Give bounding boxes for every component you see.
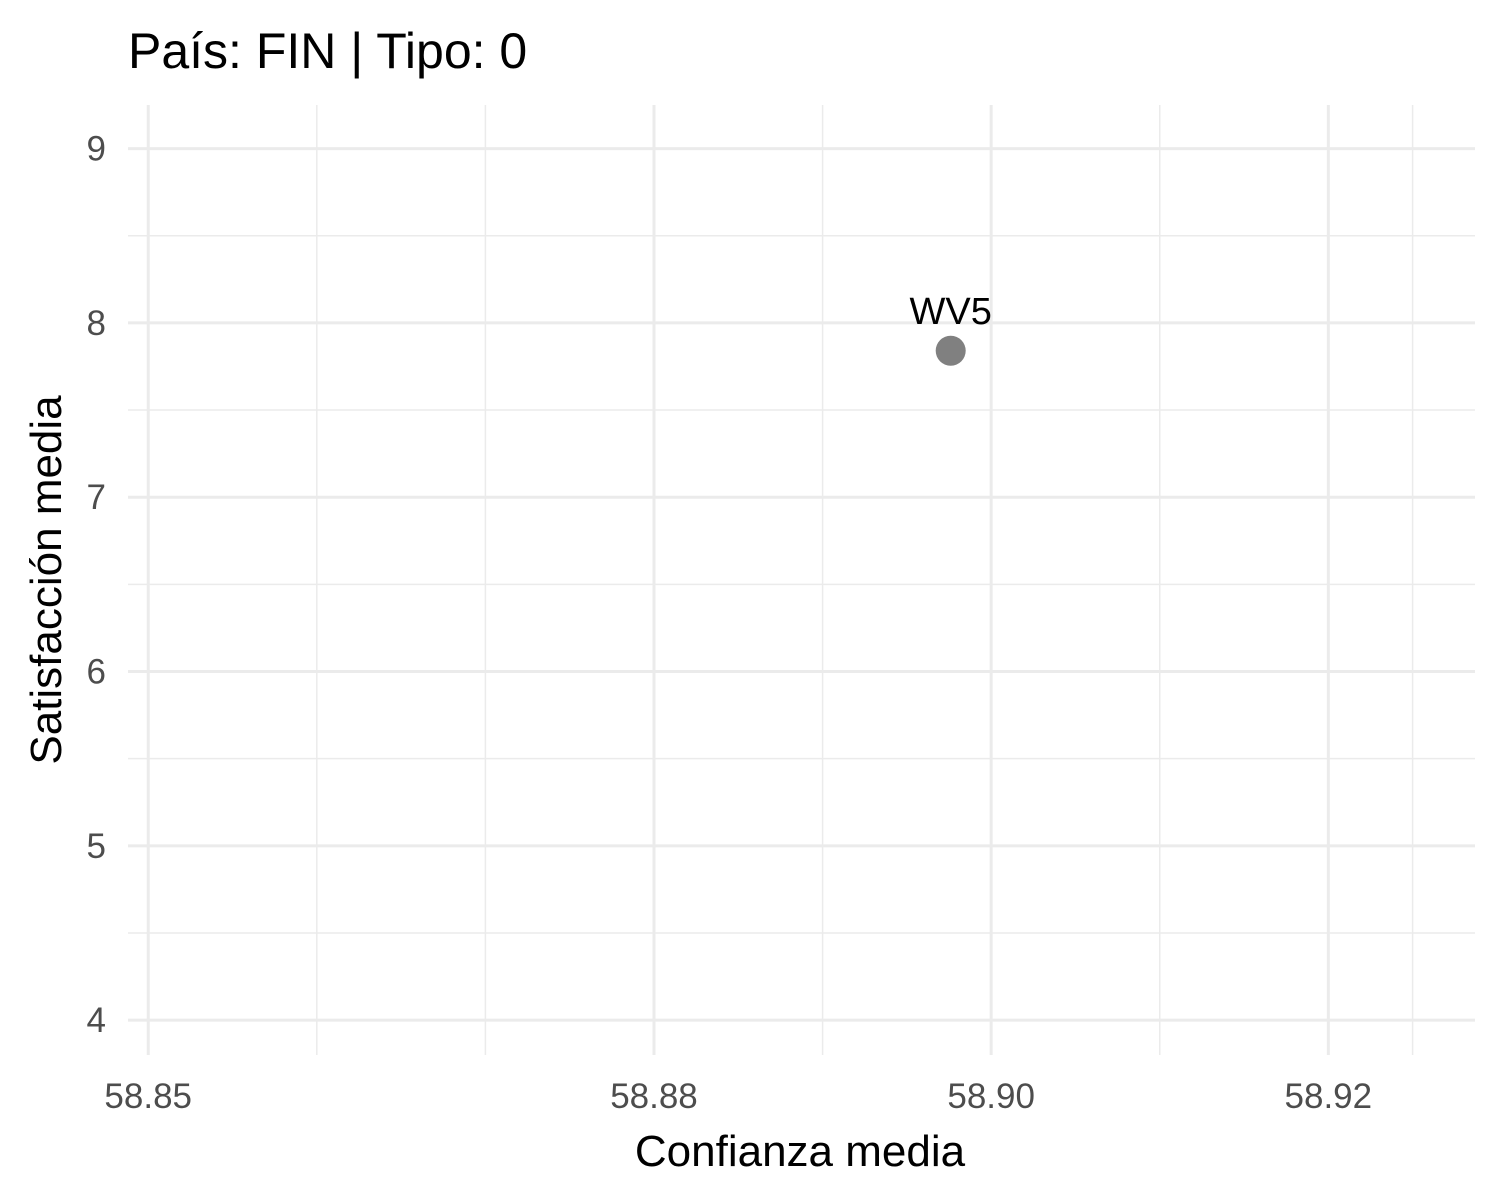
- grid: [128, 105, 1475, 1055]
- plot-marks: WV5: [910, 291, 992, 366]
- x-tick-label: 58.90: [947, 1077, 1035, 1116]
- y-tick-label: 9: [87, 130, 106, 169]
- x-tick-label: 58.92: [1285, 1077, 1373, 1116]
- data-point-label: WV5: [910, 291, 992, 333]
- chart-title: País: FIN | Tipo: 0: [128, 23, 527, 79]
- x-tick-label: 58.85: [104, 1077, 192, 1116]
- y-tick-label: 4: [87, 1001, 106, 1040]
- y-tick-label: 5: [87, 827, 106, 866]
- x-tick-label: 58.88: [610, 1077, 698, 1116]
- y-tick-label: 6: [87, 653, 106, 692]
- x-axis-title: Confianza media: [635, 1127, 966, 1176]
- tick-labels: 58.85 58.88 58.90 58.92 4 5 6 7 8 9: [87, 130, 1373, 1116]
- y-tick-label: 8: [87, 304, 106, 343]
- y-tick-label: 7: [87, 478, 106, 517]
- y-axis-title: Satisfacción media: [22, 395, 71, 765]
- data-point: [935, 335, 966, 366]
